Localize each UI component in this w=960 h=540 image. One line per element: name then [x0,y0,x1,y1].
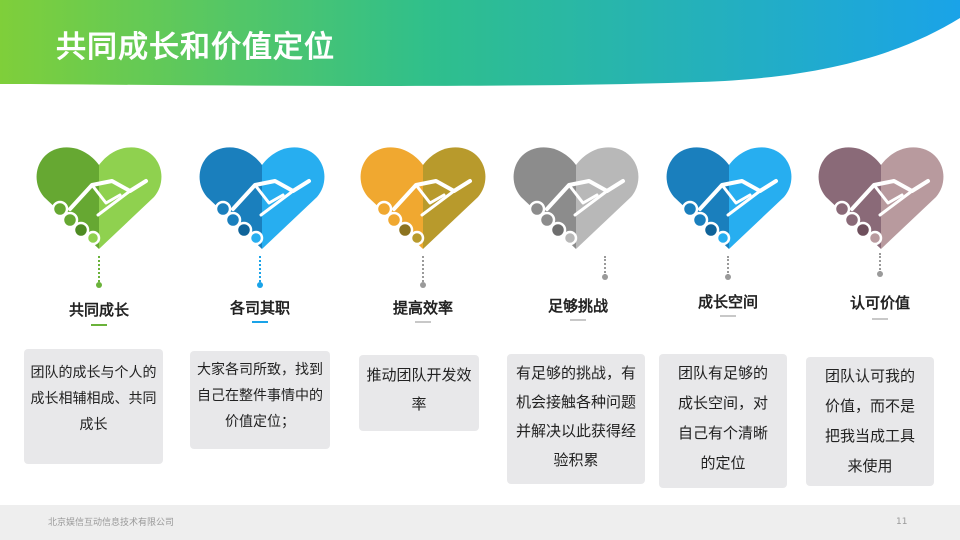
description-card: 推动团队开发效率 [359,355,479,431]
description-card: 团队有足够的成长空间，对自己有个清晰的定位 [659,354,787,488]
dotted-connector [727,256,729,276]
item-label: 提高效率 [392,299,453,317]
connector-dot [602,274,608,280]
dotted-connector [879,253,881,273]
item-label: 认可价值 [849,294,910,312]
label-underline [570,319,586,321]
value-column-roles: 各司其职 大家各司所致，找到自己在整件事情中的价值定位； [190,0,340,540]
dotted-connector [98,256,100,282]
description-card: 团队的成长与个人的成长相辅相成、共同成长 [24,349,163,464]
value-column-challenge: 足够挑战 有足够的挑战，有机会接触各种问题并解决以此获得经验积累 [503,0,653,540]
label-underline [720,315,736,317]
handshake-heart-icon [34,145,164,253]
item-label: 足够挑战 [547,297,608,315]
handshake-heart-icon [664,145,794,253]
page-title: 共同成长和价值定位 [56,30,335,65]
label-underline [872,318,888,320]
label-underline [415,321,431,323]
item-label: 成长空间 [697,293,758,311]
handshake-heart-icon [358,145,488,253]
description-card: 团队认可我的价值，而不是把我当成工具来使用 [806,357,934,486]
connector-dot [725,274,731,280]
handshake-heart-icon [816,145,946,253]
dotted-connector [604,256,606,276]
connector-dot [257,282,263,288]
connector-dot [420,282,426,288]
value-column-efficiency: 提高效率 推动团队开发效率 [346,0,496,540]
handshake-heart-icon [197,145,327,253]
dotted-connector [422,256,424,282]
handshake-heart-icon [511,145,641,253]
connector-dot [877,271,883,277]
label-underline [91,324,107,326]
title-banner: 共同成长和价值定位 [0,0,960,88]
item-label: 共同成长 [68,301,129,319]
company-name: 北京娱信互动信息技术有限公司 [48,518,175,528]
value-column-shared-growth: 共同成长 团队的成长与个人的成长相辅相成、共同成长 [24,0,174,540]
item-label: 各司其职 [229,299,290,317]
page-number: 11 [896,517,908,527]
slide-footer: 北京娱信互动信息技术有限公司 11 [0,505,960,540]
dotted-connector [259,256,261,282]
value-column-growth-space: 成长空间 团队有足够的成长空间，对自己有个清晰的定位 [656,0,806,540]
description-card: 大家各司所致，找到自己在整件事情中的价值定位； [190,351,330,449]
description-card: 有足够的挑战，有机会接触各种问题并解决以此获得经验积累 [507,354,645,484]
label-underline [252,321,268,323]
connector-dot [96,282,102,288]
banner-gradient-shape [0,0,960,86]
value-column-recognition: 认可价值 团队认可我的价值，而不是把我当成工具来使用 [805,0,955,540]
